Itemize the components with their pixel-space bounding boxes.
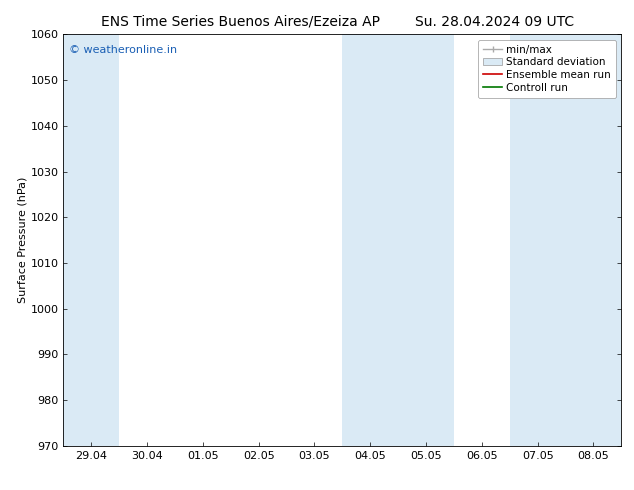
Bar [510, 34, 621, 446]
Y-axis label: Surface Pressure (hPa): Surface Pressure (hPa) [18, 177, 28, 303]
Text: ENS Time Series Buenos Aires/Ezeiza AP: ENS Time Series Buenos Aires/Ezeiza AP [101, 15, 380, 29]
Text: Su. 28.04.2024 09 UTC: Su. 28.04.2024 09 UTC [415, 15, 574, 29]
Bar [342, 34, 454, 446]
Text: © weatheronline.in: © weatheronline.in [69, 45, 177, 54]
Legend: min/max, Standard deviation, Ensemble mean run, Controll run: min/max, Standard deviation, Ensemble me… [478, 40, 616, 98]
Bar [63, 34, 119, 446]
